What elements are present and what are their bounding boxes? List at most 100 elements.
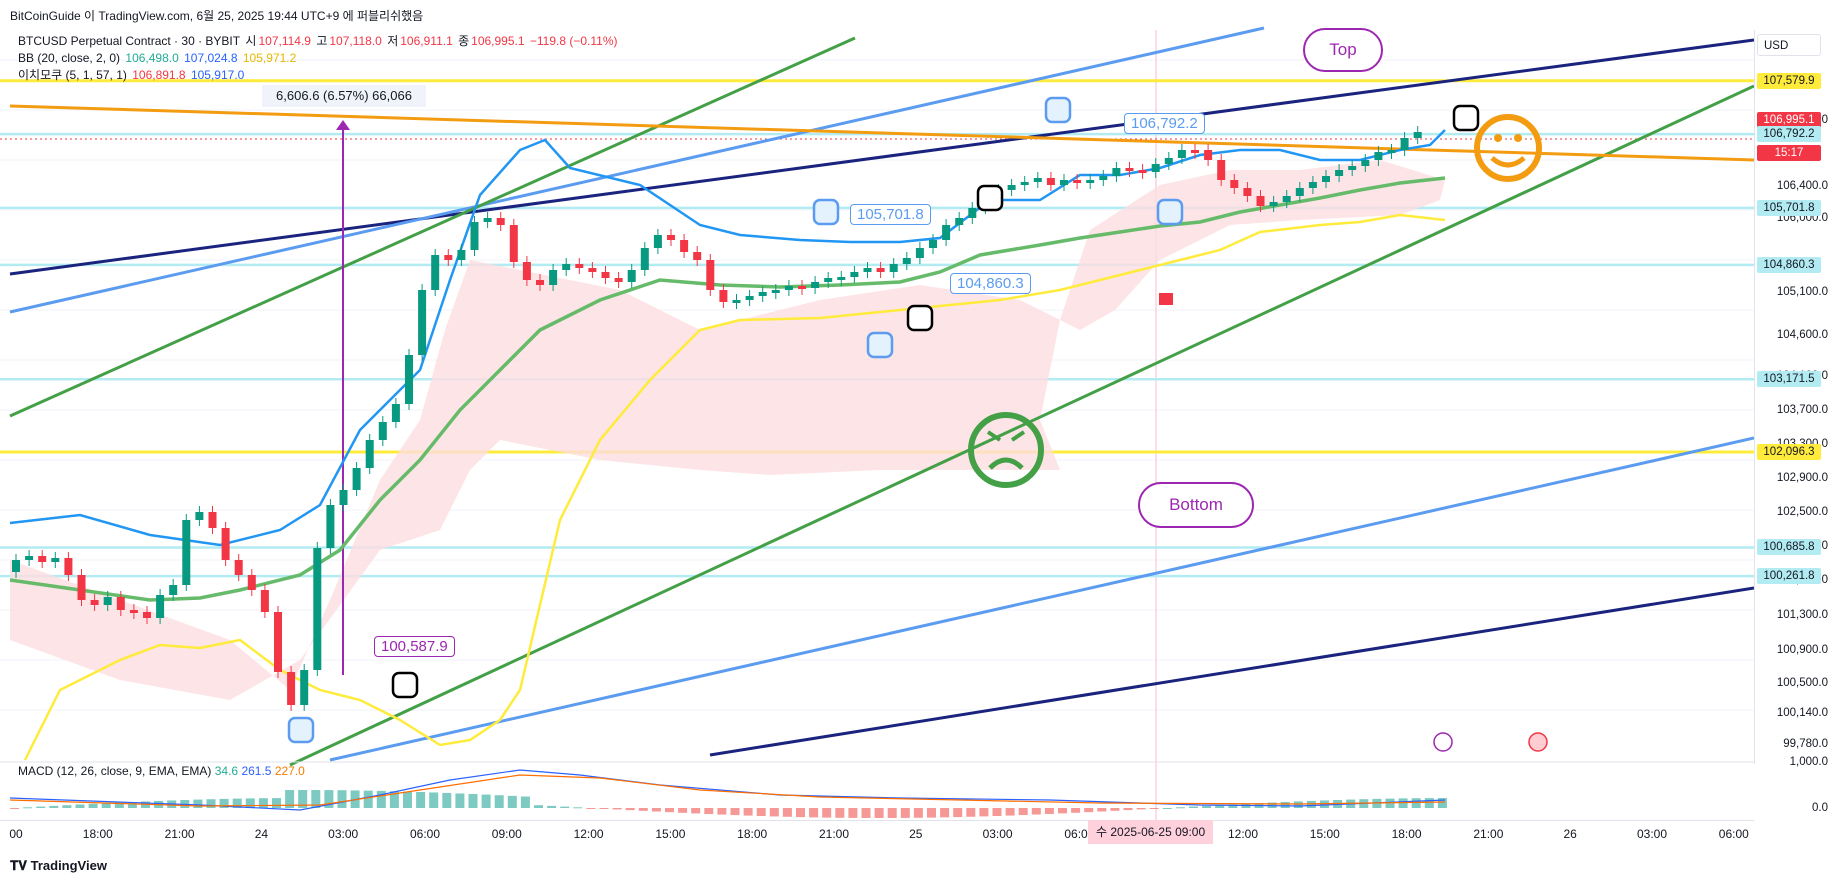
macd-hist-value: 227.0	[274, 764, 305, 778]
candle-body	[929, 240, 937, 248]
candle-body	[706, 260, 715, 290]
price-chart[interactable]	[0, 0, 1754, 820]
candle-body	[405, 355, 413, 404]
macd-histogram-bar	[848, 808, 858, 818]
macd-histogram-bar	[992, 808, 1002, 816]
macd-signal-line	[9, 774, 1446, 807]
currency-button[interactable]: USD	[1757, 34, 1821, 56]
macd-histogram-bar	[913, 808, 923, 818]
candle-body	[64, 558, 73, 575]
macd-histogram-bar	[1189, 806, 1198, 808]
candle-body	[1374, 152, 1383, 160]
candle-body	[1046, 178, 1055, 185]
frown-face-icon	[968, 412, 1044, 488]
time-scale[interactable]: 00 18:00 21:00 24 03:00 06:00 09:00 12:00 15:00 1…	[0, 820, 1754, 849]
macd-histogram-bar	[743, 808, 753, 816]
candle-body	[719, 290, 728, 302]
candle-body	[1413, 132, 1422, 138]
price-note-1[interactable]: 106,792.2	[1124, 113, 1205, 134]
high-value: 107,118.0	[329, 34, 382, 48]
time-tick: 18:00	[737, 827, 768, 841]
pointing-hand-icon	[391, 671, 419, 699]
macd-histogram-bar	[638, 808, 648, 811]
candle-body	[1282, 196, 1291, 202]
pointing-hand-icon	[866, 331, 894, 359]
candle-body	[509, 225, 518, 262]
time-tick: 06:00	[1718, 827, 1749, 841]
macd-histogram-bar	[717, 808, 727, 815]
macd-histogram-bar	[324, 790, 334, 808]
macd-histogram-bar	[62, 805, 72, 808]
tradingview-logo[interactable]: 𝐓𝐕 TradingView	[10, 858, 107, 874]
bottom-callout[interactable]: Bottom	[1138, 482, 1254, 528]
macd-histogram-bar	[1031, 808, 1041, 815]
candle-body	[1007, 185, 1016, 190]
smiley-eye	[1514, 134, 1522, 142]
top-callout[interactable]: Top	[1303, 28, 1383, 72]
price-axis-label: 102,096.3	[1757, 443, 1821, 460]
candle-body	[837, 277, 846, 280]
candle-body	[418, 290, 427, 355]
candle-body	[90, 600, 99, 605]
candle-body	[1073, 180, 1082, 183]
macd-histogram-bar	[245, 798, 255, 808]
price-note-3[interactable]: 104,860.3	[950, 273, 1031, 294]
price-tick: 102,900.0	[1776, 472, 1828, 484]
symbol-name[interactable]: BTCUSD Perpetual Contract · 30 · BYBIT	[18, 34, 241, 48]
price-axis-label: 100,685.8	[1757, 539, 1821, 556]
trend-line-green-lower	[289, 84, 1754, 767]
candle-body	[457, 250, 466, 260]
time-tick: 15:00	[1309, 827, 1340, 841]
price-axis-label: 104,860.3	[1757, 256, 1821, 273]
macd-histogram-bar	[730, 808, 740, 816]
macd-histogram-bar	[1149, 808, 1159, 809]
macd-histogram-bar	[193, 799, 203, 808]
time-tick: 06:00	[1064, 827, 1095, 841]
price-axis-label: 15:17	[1757, 145, 1821, 161]
macd-histogram-bar	[534, 805, 543, 808]
macd-histogram-bar	[1293, 801, 1303, 808]
macd-label[interactable]: MACD (12, 26, close, 9, EMA, EMA)	[18, 764, 212, 778]
candle-body	[1269, 202, 1278, 206]
macd-histogram-bar	[665, 808, 674, 813]
close-label: 종	[458, 34, 470, 48]
price-tick: 102,500.0	[1776, 506, 1828, 518]
candle-body	[1033, 178, 1042, 182]
candle-body	[811, 282, 820, 288]
candle-body	[182, 520, 191, 585]
price-note-4[interactable]: 100,587.9	[374, 636, 455, 657]
macd-histogram-bar	[560, 806, 570, 808]
candle-body	[680, 240, 689, 252]
smiley-mouth	[1490, 156, 1526, 168]
bb-label[interactable]: BB (20, close, 2, 0)	[18, 51, 121, 65]
candle-body	[1191, 150, 1199, 153]
macd-histogram-bar	[298, 790, 308, 808]
macd-tick: 1,000.0	[1789, 756, 1828, 768]
candle-body	[300, 670, 309, 705]
ichimoku-label[interactable]: 이치모쿠 (5, 1, 57, 1)	[18, 68, 127, 82]
candle-body	[863, 268, 872, 272]
measure-arrowhead	[336, 120, 350, 130]
time-tick: 03:00	[982, 827, 1013, 841]
symbol-row: BTCUSD Perpetual Contract · 30 · BYBIT 시…	[18, 33, 620, 50]
macd-histogram-bar	[835, 808, 845, 818]
macd-histogram-bar	[1411, 798, 1421, 808]
candle-body	[1151, 164, 1160, 172]
footer: 𝐓𝐕 TradingView	[0, 848, 1835, 884]
time-tick: 09:00	[491, 827, 522, 841]
candle-body	[614, 278, 623, 282]
price-tick: 100,900.0	[1776, 644, 1828, 656]
price-note-2[interactable]: 105,701.8	[850, 204, 931, 225]
candle-body	[1138, 170, 1147, 173]
time-tick: 21:00	[818, 827, 850, 841]
candle-body	[431, 255, 440, 290]
candle-body	[221, 528, 230, 560]
macd-histogram-bar	[1424, 798, 1434, 808]
bb-row: BB (20, close, 2, 0) 106,498.0 107,024.8…	[18, 50, 620, 67]
macd-histogram-bar	[1215, 805, 1225, 808]
candle-body	[234, 560, 243, 575]
candle-body	[470, 222, 479, 250]
candle-body	[902, 258, 911, 264]
price-axis-label: 107,579.9	[1757, 72, 1821, 89]
candle-body	[274, 612, 282, 672]
